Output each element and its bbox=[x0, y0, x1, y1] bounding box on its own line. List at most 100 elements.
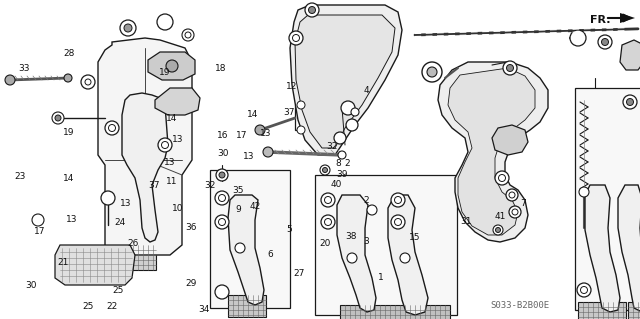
Circle shape bbox=[157, 14, 173, 30]
Polygon shape bbox=[155, 88, 200, 115]
Circle shape bbox=[499, 174, 506, 182]
Circle shape bbox=[602, 39, 609, 46]
Bar bbox=[210, 170, 290, 308]
Circle shape bbox=[493, 225, 503, 235]
Polygon shape bbox=[620, 40, 640, 70]
Circle shape bbox=[321, 215, 335, 229]
Circle shape bbox=[263, 147, 273, 157]
Circle shape bbox=[394, 219, 401, 226]
Circle shape bbox=[570, 30, 586, 46]
Circle shape bbox=[297, 126, 305, 134]
Text: 13: 13 bbox=[260, 129, 271, 138]
Text: 13: 13 bbox=[172, 135, 184, 144]
Text: 13: 13 bbox=[164, 158, 175, 167]
Circle shape bbox=[101, 191, 115, 205]
Circle shape bbox=[367, 205, 377, 215]
Circle shape bbox=[109, 124, 115, 131]
Text: 29: 29 bbox=[185, 279, 196, 288]
Circle shape bbox=[512, 209, 518, 215]
Circle shape bbox=[598, 35, 612, 49]
Circle shape bbox=[124, 24, 132, 32]
Bar bbox=[228, 295, 266, 317]
Circle shape bbox=[308, 6, 316, 13]
Circle shape bbox=[185, 32, 191, 38]
Text: 3: 3 bbox=[364, 237, 369, 246]
Circle shape bbox=[215, 191, 229, 205]
Text: 17: 17 bbox=[236, 131, 248, 140]
Text: 6: 6 bbox=[268, 250, 273, 259]
Text: 28: 28 bbox=[63, 49, 75, 58]
Bar bbox=[295, 105, 307, 130]
Bar bbox=[350, 205, 364, 235]
Circle shape bbox=[427, 67, 437, 77]
Polygon shape bbox=[228, 195, 264, 305]
Circle shape bbox=[503, 61, 517, 75]
Text: 23: 23 bbox=[15, 172, 26, 181]
Text: 26: 26 bbox=[127, 239, 139, 248]
Polygon shape bbox=[98, 38, 192, 255]
Text: FR.: FR. bbox=[590, 15, 611, 25]
Circle shape bbox=[105, 121, 119, 135]
Circle shape bbox=[509, 206, 521, 218]
Circle shape bbox=[391, 193, 405, 207]
Circle shape bbox=[235, 243, 245, 253]
Text: 7: 7 bbox=[521, 199, 526, 208]
Circle shape bbox=[338, 151, 346, 159]
Polygon shape bbox=[492, 125, 528, 155]
Circle shape bbox=[324, 197, 332, 204]
Circle shape bbox=[216, 169, 228, 181]
Text: 37: 37 bbox=[148, 181, 159, 190]
Circle shape bbox=[341, 101, 355, 115]
Circle shape bbox=[255, 125, 265, 135]
Text: 34: 34 bbox=[198, 305, 209, 314]
Text: 33: 33 bbox=[19, 64, 30, 73]
Text: 14: 14 bbox=[166, 114, 177, 122]
Text: 30: 30 bbox=[217, 149, 228, 158]
Text: 38: 38 bbox=[345, 232, 356, 241]
Polygon shape bbox=[122, 93, 168, 242]
Text: 10: 10 bbox=[172, 204, 184, 213]
Text: 1: 1 bbox=[378, 273, 383, 282]
Polygon shape bbox=[620, 13, 635, 23]
Circle shape bbox=[321, 193, 335, 207]
Circle shape bbox=[495, 171, 509, 185]
Text: 12: 12 bbox=[285, 82, 297, 91]
Text: 4: 4 bbox=[364, 86, 369, 95]
Circle shape bbox=[120, 20, 136, 36]
Circle shape bbox=[218, 195, 225, 202]
Circle shape bbox=[577, 283, 591, 297]
Text: 32: 32 bbox=[326, 142, 337, 151]
Circle shape bbox=[506, 64, 513, 71]
Polygon shape bbox=[438, 62, 548, 242]
Text: 11: 11 bbox=[166, 177, 177, 186]
Text: 14: 14 bbox=[63, 174, 75, 183]
Text: 15: 15 bbox=[409, 233, 420, 242]
Text: 2: 2 bbox=[364, 196, 369, 205]
Circle shape bbox=[166, 60, 178, 72]
Polygon shape bbox=[148, 52, 195, 80]
Circle shape bbox=[64, 74, 72, 82]
Text: 40: 40 bbox=[330, 180, 342, 189]
Circle shape bbox=[506, 189, 518, 201]
Text: 20: 20 bbox=[319, 239, 331, 248]
Polygon shape bbox=[618, 185, 640, 312]
Text: 21: 21 bbox=[57, 258, 68, 267]
Text: 24: 24 bbox=[115, 218, 126, 227]
Circle shape bbox=[289, 31, 303, 45]
Text: S033-B2B00E: S033-B2B00E bbox=[490, 300, 549, 309]
Circle shape bbox=[161, 142, 168, 149]
Text: 35: 35 bbox=[232, 186, 244, 195]
Text: 37: 37 bbox=[284, 108, 295, 117]
Text: 30: 30 bbox=[25, 281, 36, 290]
Bar bbox=[340, 305, 450, 319]
Circle shape bbox=[218, 219, 225, 226]
Text: 17: 17 bbox=[34, 227, 45, 236]
Circle shape bbox=[323, 167, 328, 173]
Polygon shape bbox=[585, 185, 620, 312]
Text: 39: 39 bbox=[337, 170, 348, 179]
Circle shape bbox=[297, 101, 305, 109]
Circle shape bbox=[215, 215, 229, 229]
Text: 19: 19 bbox=[63, 128, 75, 137]
Circle shape bbox=[81, 75, 95, 89]
Text: 27: 27 bbox=[294, 269, 305, 278]
